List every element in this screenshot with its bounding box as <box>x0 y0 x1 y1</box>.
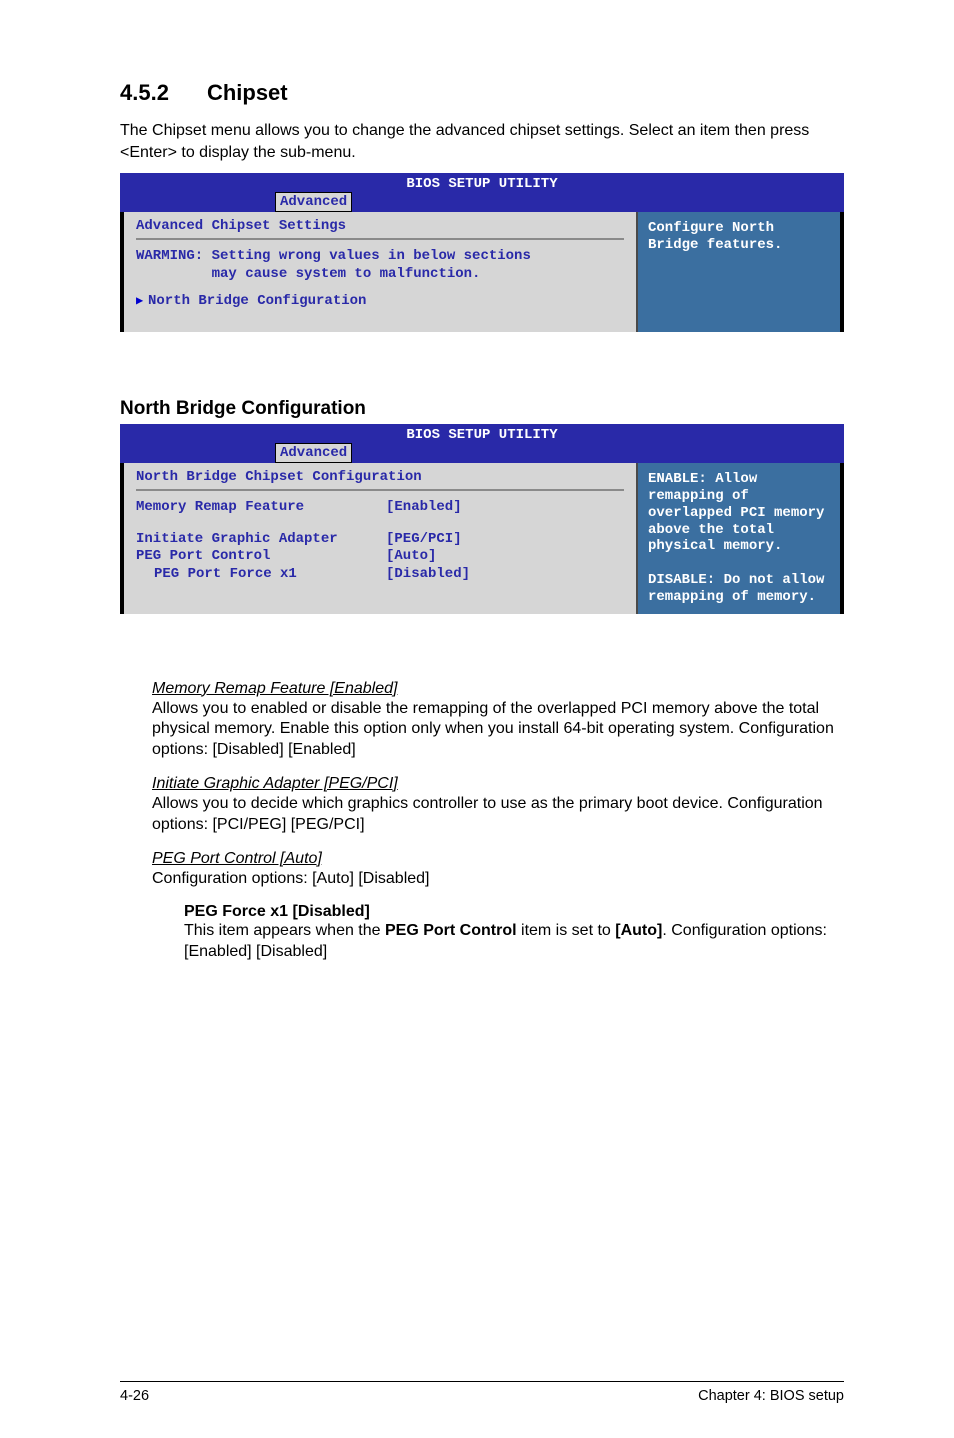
page-footer: 4-26 Chapter 4: BIOS setup <box>0 1388 954 1404</box>
bios-setting-name: Initiate Graphic Adapter <box>136 531 386 549</box>
bios-setting-value: [PEG/PCI] <box>386 531 462 549</box>
bios-help-text: Configure North Bridge features. <box>648 220 830 254</box>
bios-screenshot-chipset: BIOS SETUP UTILITY Advanced Advanced Chi… <box>120 173 844 358</box>
bios-tab-advanced: Advanced <box>275 192 352 212</box>
bios-bottom-curve <box>124 614 840 640</box>
bios-menu-item-label: North Bridge Configuration <box>148 293 366 309</box>
bios-help-panel: ENABLE: Allow remapping of overlapped PC… <box>636 463 840 613</box>
bios-divider <box>136 489 624 491</box>
bios-setting-row: Memory Remap Feature [Enabled] <box>136 499 624 517</box>
text-fragment: This item appears when the <box>184 922 385 939</box>
footer-rule <box>120 1381 844 1382</box>
bios-titlebar: BIOS SETUP UTILITY <box>120 424 844 443</box>
subsection-heading: North Bridge Configuration <box>120 398 844 420</box>
bios-panel-heading: Advanced Chipset Settings <box>136 218 624 237</box>
bios-setting-row: PEG Port Force x1 [Disabled] <box>136 566 624 584</box>
option-body: Configuration options: [Auto] [Disabled] <box>152 869 844 890</box>
bios-screenshot-northbridge: BIOS SETUP UTILITY Advanced North Bridge… <box>120 424 844 639</box>
bios-help-panel: Configure North Bridge features. <box>636 212 840 332</box>
bios-warning-line1: WARMING: Setting wrong values in below s… <box>136 248 624 266</box>
option-description: Initiate Graphic Adapter [PEG/PCI] Allow… <box>120 775 844 836</box>
option-description: Memory Remap Feature [Enabled] Allows yo… <box>120 680 844 761</box>
section-intro: The Chipset menu allows you to change th… <box>120 120 844 163</box>
bios-setting-name: Memory Remap Feature <box>136 499 386 517</box>
sub-option-body: This item appears when the PEG Port Cont… <box>184 921 844 963</box>
submenu-arrow-icon: ▶ <box>136 294 148 309</box>
bios-main-panel: Advanced Chipset Settings WARMING: Setti… <box>124 212 636 332</box>
sub-option-description: PEG Force x1 [Disabled] This item appear… <box>120 903 844 963</box>
option-title: PEG Port Control [Auto] <box>152 850 844 868</box>
bios-tab-advanced: Advanced <box>275 443 352 463</box>
bios-setting-row: Initiate Graphic Adapter [PEG/PCI] <box>136 531 624 549</box>
sub-option-title: PEG Force x1 [Disabled] <box>184 903 844 921</box>
bios-main-panel: North Bridge Chipset Configuration Memor… <box>124 463 636 613</box>
option-title: Memory Remap Feature [Enabled] <box>152 680 844 698</box>
option-title: Initiate Graphic Adapter [PEG/PCI] <box>152 775 844 793</box>
bios-setting-name: PEG Port Control <box>136 548 386 566</box>
option-body: Allows you to decide which graphics cont… <box>152 794 844 836</box>
bios-divider <box>136 238 624 240</box>
bios-setting-value: [Enabled] <box>386 499 462 517</box>
section-title: Chipset <box>207 80 288 105</box>
bios-panel-heading: North Bridge Chipset Configuration <box>136 469 624 488</box>
text-fragment: item is set to <box>517 922 616 939</box>
bios-help-text: ENABLE: Allow remapping of overlapped PC… <box>648 471 830 605</box>
page-number: 4-26 <box>120 1388 149 1404</box>
bios-bottom-curve <box>124 332 840 358</box>
text-bold: [Auto] <box>615 922 662 939</box>
section-number: 4.5.2 <box>120 80 169 105</box>
bios-tab-row: Advanced <box>120 192 844 212</box>
bios-titlebar: BIOS SETUP UTILITY <box>120 173 844 192</box>
bios-setting-value: [Auto] <box>386 548 436 566</box>
bios-setting-name: PEG Port Force x1 <box>136 566 386 584</box>
bios-setting-row: PEG Port Control [Auto] <box>136 548 624 566</box>
option-description: PEG Port Control [Auto] Configuration op… <box>120 850 844 890</box>
bios-warning-line2: may cause system to malfunction. <box>136 266 624 284</box>
bios-tab-row: Advanced <box>120 443 844 463</box>
option-body: Allows you to enabled or disable the rem… <box>152 699 844 761</box>
section-heading: 4.5.2 Chipset <box>120 80 844 106</box>
text-bold: PEG Port Control <box>385 922 517 939</box>
chapter-label: Chapter 4: BIOS setup <box>698 1388 844 1404</box>
bios-setting-value: [Disabled] <box>386 566 470 584</box>
bios-menu-item: ▶North Bridge Configuration <box>136 293 624 311</box>
